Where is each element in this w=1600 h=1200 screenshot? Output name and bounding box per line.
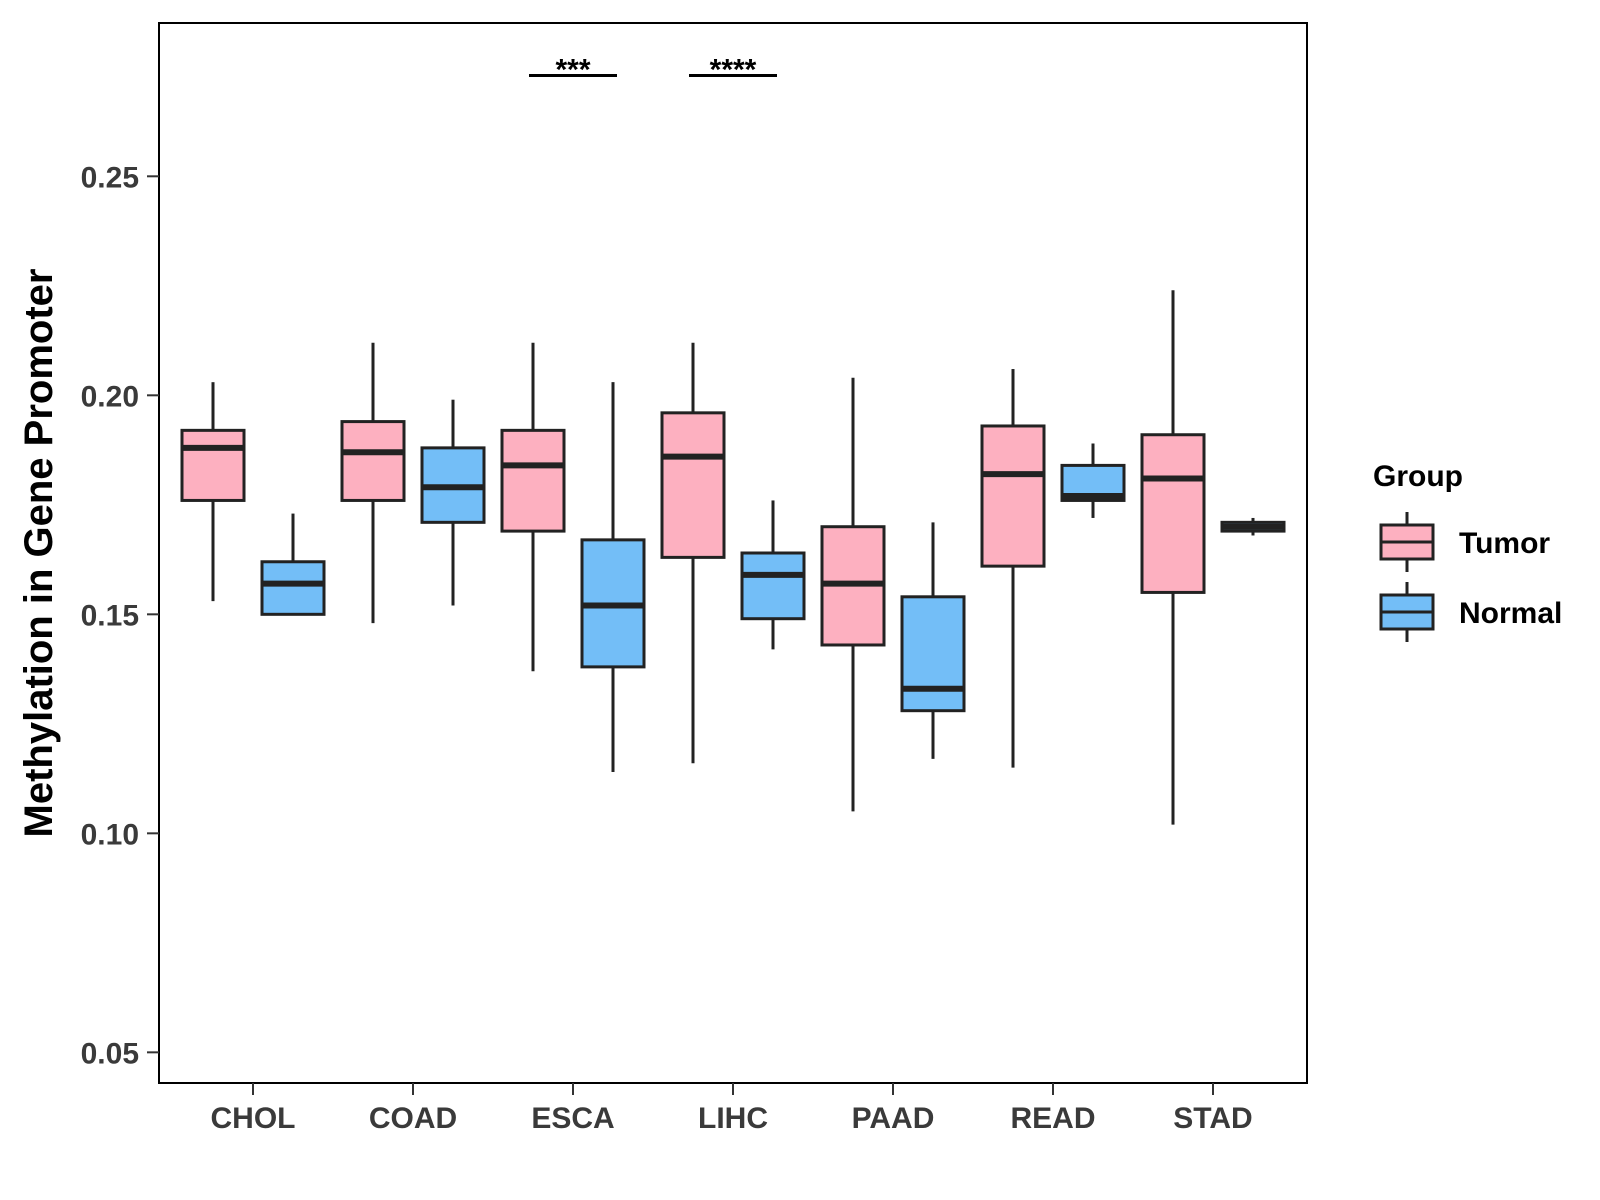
- x-axis: CHOL COAD ESCA LIHC PAAD READ STAD: [211, 1083, 1253, 1135]
- y-tick-label: 0.20: [81, 380, 139, 413]
- significance-annotations: *** ****: [529, 54, 777, 87]
- x-tick-label: PAAD: [852, 1102, 935, 1135]
- significance-lihc: ****: [689, 54, 777, 87]
- box-body: [1140, 433, 1206, 594]
- box-tumor-stad: [1140, 290, 1206, 825]
- box-normal-read: [1060, 443, 1126, 518]
- legend-item-normal: Normal: [1379, 582, 1562, 642]
- box-body: [740, 551, 806, 621]
- x-tick-label: STAD: [1173, 1102, 1252, 1135]
- y-axis-title: Methylation in Gene Promoter: [17, 269, 61, 838]
- box-tumor-esca: [500, 342, 566, 672]
- box-tumor-paad: [820, 377, 886, 812]
- box-normal-paad: [900, 522, 966, 759]
- legend-title: Group: [1373, 460, 1463, 493]
- box-body: [260, 560, 326, 616]
- box-tumor-lihc: [660, 342, 726, 764]
- box-tumor-coad: [340, 342, 406, 624]
- box-body: [660, 411, 726, 559]
- legend-label: Normal: [1459, 597, 1562, 630]
- legend: Group Tumor Normal: [1373, 460, 1562, 642]
- box-normal-stad: [1220, 517, 1286, 536]
- x-tick-label: COAD: [369, 1102, 457, 1135]
- x-tick-label: LIHC: [698, 1102, 768, 1135]
- significance-label: ***: [555, 54, 590, 87]
- box-body: [500, 428, 566, 533]
- box-series: [180, 290, 1286, 825]
- y-tick-label: 0.10: [81, 818, 139, 851]
- significance-label: ****: [710, 54, 757, 87]
- box-normal-chol: [260, 513, 326, 616]
- box-normal-esca: [580, 382, 646, 773]
- legend-item-tumor: Tumor: [1379, 512, 1550, 572]
- y-tick-label: 0.05: [81, 1037, 139, 1070]
- box-normal-coad: [420, 399, 486, 606]
- y-axis: 0.05 0.10 0.15 0.20 0.25: [81, 161, 159, 1070]
- box-body: [980, 424, 1046, 568]
- box-normal-lihc: [740, 500, 806, 650]
- x-tick-label: CHOL: [211, 1102, 296, 1135]
- box-body: [180, 428, 246, 502]
- y-tick-label: 0.25: [81, 161, 139, 194]
- plot-panel: [158, 22, 1308, 1084]
- box-tumor-read: [980, 369, 1046, 768]
- x-tick-label: ESCA: [531, 1102, 614, 1135]
- box-body: [900, 595, 966, 713]
- significance-esca: ***: [529, 54, 617, 87]
- x-tick-label: READ: [1010, 1102, 1095, 1135]
- box-body: [340, 420, 406, 502]
- box-tumor-chol: [180, 382, 246, 602]
- legend-label: Tumor: [1459, 527, 1550, 560]
- y-tick-label: 0.15: [81, 599, 139, 632]
